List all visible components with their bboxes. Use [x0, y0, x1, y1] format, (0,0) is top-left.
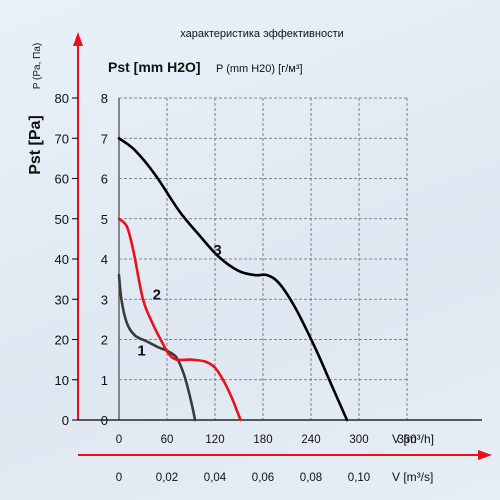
y-mm-tick-label: 6: [101, 172, 108, 187]
y-mm-tick-label: 7: [101, 131, 108, 146]
chart-title: характеристика эффективности: [180, 28, 344, 40]
y-axis-title-pa: Pst [Pa]: [27, 115, 44, 175]
x-m3s-tick-label: 0,06: [252, 472, 274, 484]
series-curves: [117, 137, 349, 422]
series-line-3: [117, 137, 349, 422]
x-m3h-tick-label: 60: [161, 434, 174, 446]
x-m3h-tick-label: 120: [205, 434, 224, 446]
y-pa-tick-label: 60: [55, 172, 69, 187]
x-axis-title-m3h: V [m³/h]: [392, 432, 434, 446]
x-axis-arrow: [478, 450, 492, 460]
x-m3h-tick-label: 360: [397, 434, 416, 446]
x-m3s-tick-label: 0,02: [156, 472, 178, 484]
x-axis-title-m3s: V [m³/s]: [392, 470, 433, 484]
y-pa-tick-label: 70: [55, 131, 69, 146]
y-mm-tick-label: 0: [101, 413, 108, 428]
x-m3s-tick-label: 0,04: [204, 472, 227, 484]
y-mm-tick-label: 2: [101, 333, 108, 348]
y-axis-title-mm-small: P (mm H20) [г/м³]: [216, 63, 303, 75]
y-axis-arrow: [73, 32, 83, 46]
x-m3h-tick-label: 240: [301, 434, 320, 446]
series-label: 1: [137, 343, 145, 360]
grid: [118, 97, 408, 421]
x-m3s-tick-label: 0,10: [348, 472, 370, 484]
x-m3h-tick-label: 180: [253, 434, 272, 446]
x-m3s-tick-label: 0: [116, 472, 122, 484]
y-pa-tick-label: 50: [55, 212, 69, 227]
y-pa-tick-label: 20: [55, 333, 69, 348]
y-mm-tick-label: 4: [101, 252, 108, 267]
x-m3h-tick-label: 300: [349, 434, 368, 446]
y-mm-tick-label: 8: [101, 91, 108, 106]
y-pa-tick-label: 0: [62, 413, 69, 428]
x-m3h-tick-label: 0: [116, 434, 122, 446]
y-axis-title-mm: Pst [mm H2O]: [108, 59, 201, 75]
y-mm-tick-label: 1: [101, 373, 108, 388]
series-line-2: [117, 217, 242, 422]
x-m3s-tick-label: 0,08: [300, 472, 322, 484]
y-pa-tick-label: 30: [55, 292, 69, 307]
y-axis-title-pa-small: P (Pa, Па): [32, 43, 43, 89]
y-pa-tick-label: 40: [55, 252, 69, 267]
series-labels: 1 2 3: [137, 242, 221, 360]
series-label: 2: [153, 286, 161, 303]
y-mm-tick-label: 5: [101, 212, 108, 227]
series-line-1: [117, 273, 197, 422]
y-pa-tick-label: 80: [55, 91, 69, 106]
y-pa-tick-label: 10: [55, 373, 69, 388]
y-mm-tick-label: 3: [101, 292, 108, 307]
series-label: 3: [213, 242, 221, 259]
